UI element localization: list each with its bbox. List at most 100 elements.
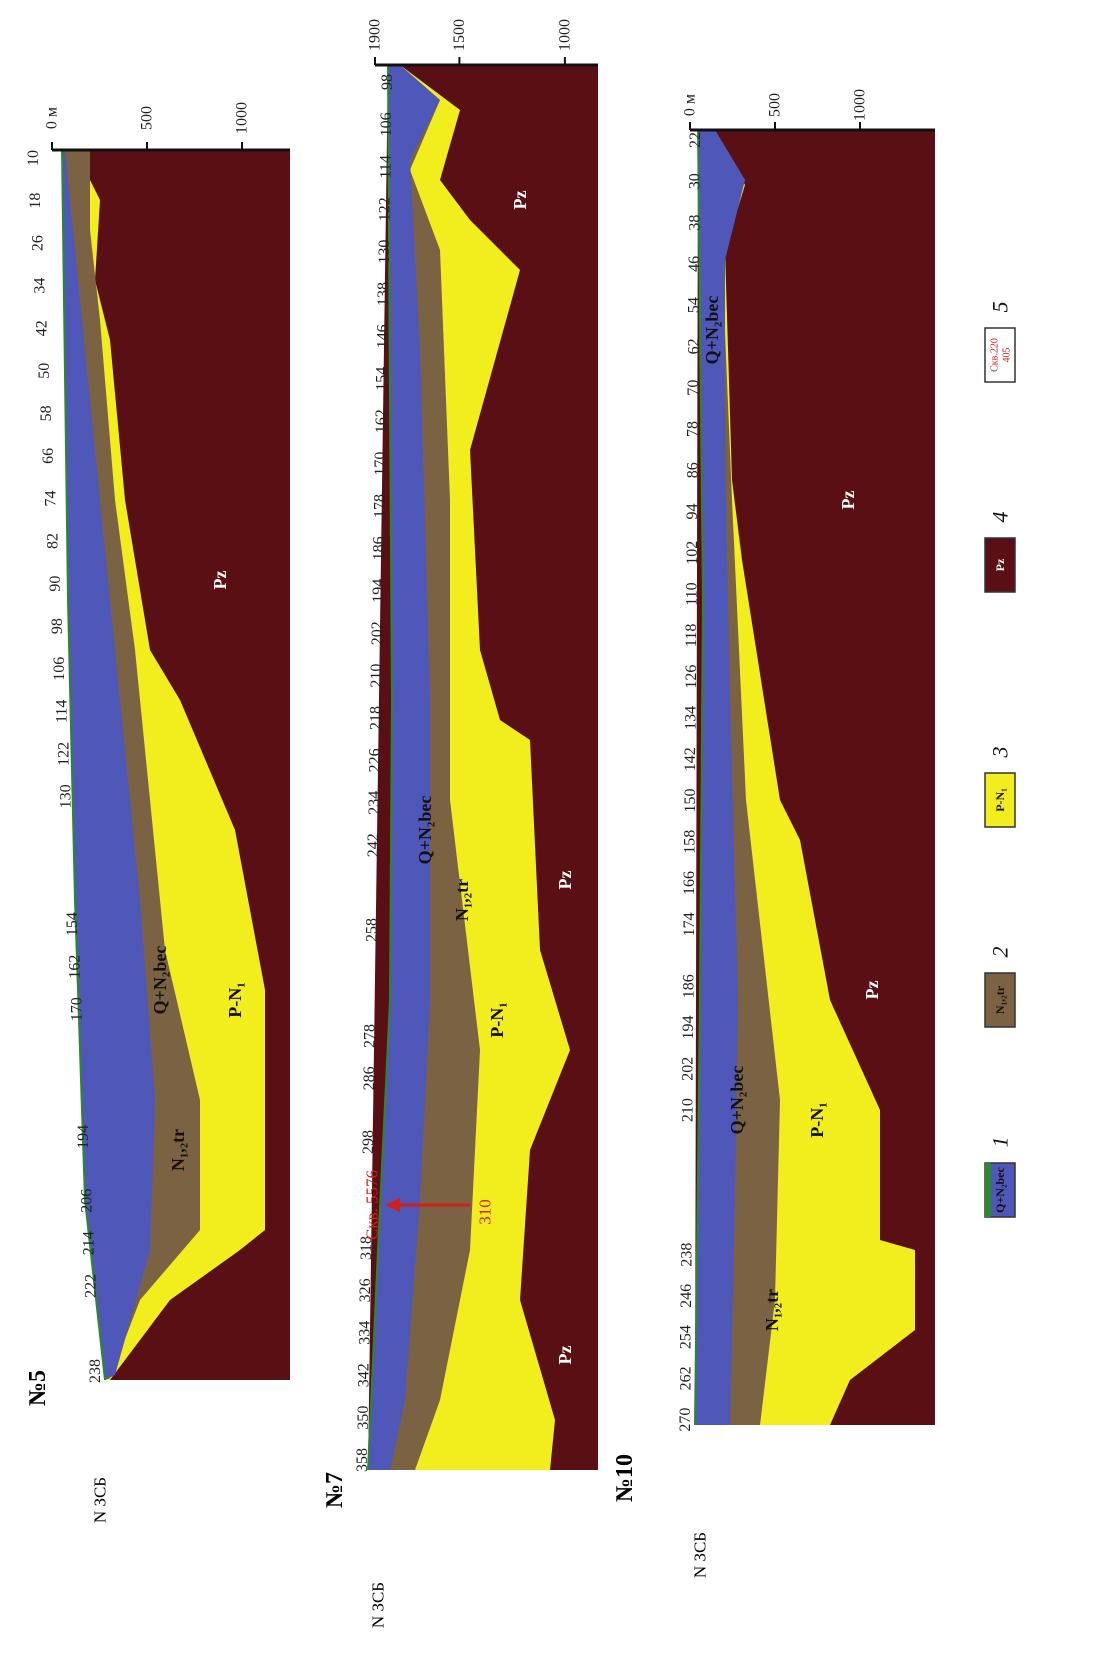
borehole-station: 310 (476, 1199, 495, 1225)
station-label: 98 (49, 618, 66, 634)
station-label: 154 (64, 912, 81, 936)
layer-label: N₁,₂tr (762, 1289, 782, 1331)
station-label: 86 (684, 462, 701, 478)
station-label: 58 (38, 405, 55, 421)
profile-10-section (695, 130, 935, 1425)
station-label: 118 (683, 624, 700, 647)
station-label: 82 (45, 533, 62, 549)
station-label: 158 (682, 830, 699, 854)
station-label: 210 (368, 664, 385, 688)
station-label: 214 (81, 1231, 98, 1255)
profile-7-section (368, 65, 598, 1470)
legend-label: N₁,₂tr (993, 985, 1007, 1014)
depth-tick-label: 1000 (852, 89, 869, 121)
station-label: 142 (682, 747, 699, 771)
origin-label: N ЗСБ (369, 1582, 388, 1628)
layer-label: Q+N₂bec (150, 946, 170, 1015)
station-label: 238 (87, 1359, 104, 1383)
origin-label: N ЗСБ (91, 1477, 110, 1523)
layer-label: Pz (510, 190, 530, 209)
layer-label: N₁,₂tr (168, 1129, 188, 1171)
station-label: 278 (362, 1024, 379, 1048)
station-label: 46 (686, 256, 703, 272)
station-label: 50 (36, 363, 53, 379)
station-label: 150 (682, 788, 699, 812)
layer-label: Pz (555, 870, 575, 889)
cross-sections: №5N ЗСБ101826344250586674829098106114122… (0, 0, 1096, 1675)
station-label: 106 (51, 657, 68, 681)
station-label: 202 (369, 621, 386, 645)
depth-tick-label: 1900 (367, 19, 384, 51)
station-label: 126 (683, 665, 700, 689)
profile-title: №5 (25, 1370, 51, 1406)
station-label: 194 (680, 1016, 697, 1040)
origin-label: N ЗСБ (691, 1532, 710, 1578)
station-label: 138 (375, 282, 392, 306)
layer-label: P-N₁ (487, 1002, 507, 1037)
station-label: 206 (78, 1189, 95, 1213)
station-label: 114 (53, 700, 70, 723)
layer-label: Q+N₂bec (727, 1066, 747, 1135)
station-label: 238 (678, 1243, 695, 1267)
depth-tick-label: 1000 (556, 19, 573, 51)
depth-tick-label: 500 (139, 106, 156, 130)
station-label: 38 (686, 215, 703, 231)
station-label: 18 (27, 193, 44, 209)
depth-tick-label: 500 (767, 93, 784, 117)
station-label: 202 (680, 1057, 697, 1081)
station-label: 286 (361, 1066, 378, 1090)
station-label: 170 (372, 452, 389, 476)
station-label: 22 (687, 132, 704, 148)
layer-label: N₁,₂tr (452, 879, 472, 921)
station-label: 246 (678, 1284, 695, 1308)
legend-number: 4 (988, 512, 1013, 523)
station-label: 98 (379, 74, 396, 90)
legend-label: Q+N₂bec (993, 1166, 1007, 1212)
station-label: 270 (677, 1408, 694, 1432)
station-label: 298 (360, 1130, 377, 1154)
station-label: 166 (681, 871, 698, 895)
station-label: 262 (677, 1366, 694, 1390)
station-label: 154 (374, 367, 391, 391)
layer-label: Pz (862, 980, 882, 999)
station-label: 162 (66, 955, 83, 979)
station-label: 122 (377, 197, 394, 221)
station-label: 170 (69, 997, 86, 1021)
station-label: 194 (370, 579, 387, 603)
station-label: 174 (681, 912, 698, 936)
station-label: 326 (357, 1278, 374, 1302)
station-label: 30 (687, 173, 704, 189)
station-label: 134 (682, 706, 699, 730)
station-label: 350 (355, 1406, 372, 1430)
borehole-label: Скв. 5576 (363, 1170, 382, 1240)
station-label: 222 (83, 1274, 100, 1298)
station-label: 74 (42, 490, 59, 506)
station-label: 146 (374, 324, 391, 348)
profile-title: №7 (322, 1472, 348, 1508)
station-label: 70 (685, 380, 702, 396)
legend-number: 1 (988, 1137, 1013, 1148)
station-label: 130 (376, 240, 393, 264)
layer-label: P-N₁ (807, 1102, 827, 1137)
station-label: 34 (32, 278, 49, 294)
station-label: 186 (371, 536, 388, 560)
depth-tick-label: 0 м (44, 107, 61, 129)
legend-label: Pz (993, 558, 1007, 571)
station-label: 90 (47, 576, 64, 592)
station-label: 94 (684, 504, 701, 520)
station-label: 42 (34, 320, 51, 336)
legend-swatch-green (985, 1163, 991, 1217)
layer-label: Q+N₂bec (702, 296, 722, 365)
depth-tick-label: 0 м (682, 94, 699, 116)
station-label: 78 (685, 421, 702, 437)
station-label: 102 (684, 541, 701, 565)
profile-5-section (62, 150, 290, 1380)
station-label: 342 (356, 1363, 373, 1387)
legend-number: 5 (988, 302, 1013, 313)
legend-label: P-N₁ (993, 788, 1007, 812)
station-label: 210 (679, 1098, 696, 1122)
station-label: 358 (354, 1448, 371, 1472)
profile-title: №10 (612, 1454, 638, 1502)
station-label: 66 (40, 448, 57, 464)
station-label: 186 (680, 974, 697, 998)
